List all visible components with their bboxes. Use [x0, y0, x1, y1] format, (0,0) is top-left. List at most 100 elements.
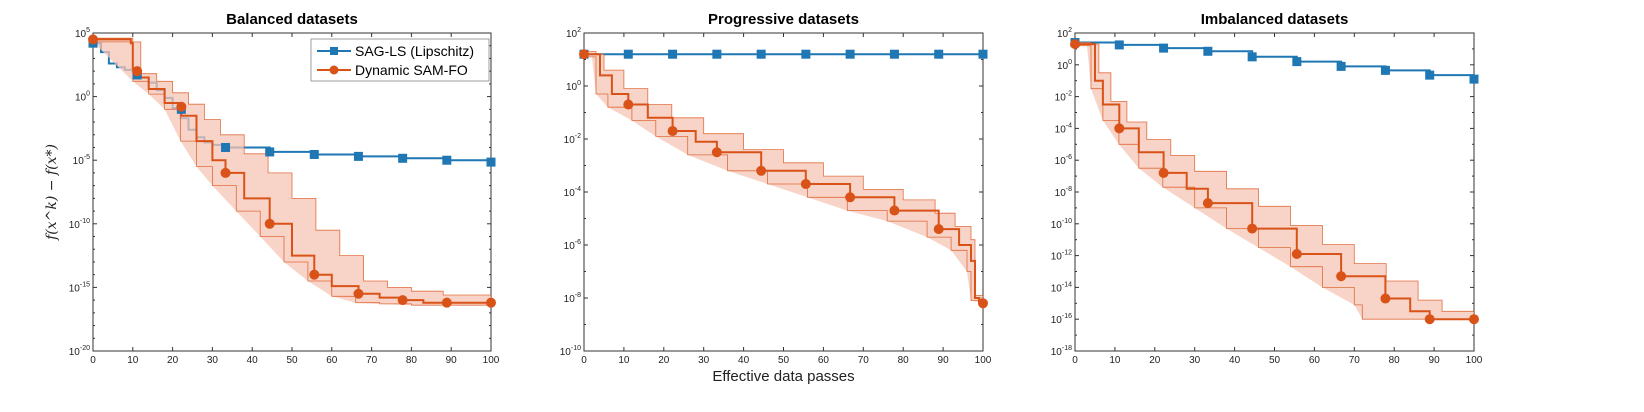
y-axis-label: f(x^k) − f(x*): [44, 144, 60, 241]
y-tick-label: 102: [566, 27, 581, 40]
y-axis-label-group: f(x^k) − f(x*): [44, 144, 60, 241]
data-point-circle: [397, 295, 408, 306]
data-point-square: [1292, 57, 1302, 67]
x-tick-label: 0: [1072, 355, 1078, 366]
confidence-band-2: [1075, 42, 1474, 320]
x-tick-label: 0: [581, 355, 587, 366]
data-point-circle: [88, 34, 98, 45]
data-point-circle: [933, 224, 944, 235]
data-point-circle: [711, 147, 722, 158]
y-tick-label: 10-10: [69, 218, 90, 231]
y-tick-label: 10-5: [73, 154, 90, 167]
data-point-square: [1114, 40, 1124, 50]
data-point-square: [845, 49, 855, 59]
y-tick-label: 100: [1057, 59, 1072, 72]
x-tick-label: 10: [618, 355, 630, 366]
y-tick-label: 10-8: [564, 292, 581, 305]
x-tick-label: 70: [1349, 355, 1361, 366]
data-point-square: [221, 142, 231, 152]
x-tick-label: 20: [658, 355, 670, 366]
x-tick-label: 30: [1189, 355, 1201, 366]
x-tick-label: 0: [90, 355, 96, 366]
data-point-square: [978, 49, 988, 59]
data-point-circle: [1158, 167, 1169, 178]
x-tick-label: 50: [286, 355, 298, 366]
chart-title: Imbalanced datasets: [1201, 11, 1349, 28]
band-lower-edge: [93, 41, 491, 306]
x-tick-label: 50: [778, 355, 790, 366]
data-point-circle: [1424, 314, 1435, 325]
data-point-circle: [667, 126, 678, 137]
data-point-square: [623, 49, 633, 59]
data-point-circle: [1291, 249, 1302, 260]
data-point-square: [309, 149, 319, 159]
x-tick-label: 30: [207, 355, 219, 366]
x-tick-label: 100: [975, 355, 992, 366]
data-point-circle: [1247, 223, 1258, 234]
data-point-square: [668, 49, 678, 59]
chart-panel-3: Imbalanced datasets 0 10 20 30 40 50 60 70 80 90 10…: [1051, 11, 1483, 366]
legend-marker-square: [330, 47, 338, 55]
data-point-square: [1203, 46, 1213, 56]
x-tick-label: 40: [1229, 355, 1241, 366]
chart-title: Progressive datasets: [708, 11, 859, 28]
data-point-square: [442, 155, 452, 165]
legend: SAG-LS (Lipschitz) Dynamic SAM-FO: [310, 38, 490, 82]
x-tick-label: 70: [366, 355, 378, 366]
x-tick-label: 70: [858, 355, 870, 366]
data-point-circle: [264, 218, 275, 229]
x-tick-label: 80: [1389, 355, 1401, 366]
data-point-square: [1380, 65, 1390, 75]
y-tick-label: 10-20: [69, 345, 90, 358]
data-point-square: [712, 49, 722, 59]
x-tick-label: 80: [898, 355, 910, 366]
legend-box: [310, 38, 490, 82]
data-point-square: [398, 153, 408, 163]
data-point-square: [1425, 70, 1435, 80]
data-point-square: [486, 157, 496, 167]
x-tick-label: 60: [1309, 355, 1321, 366]
plot-marks: [1075, 41, 1474, 321]
y-tick-label: 10-16: [1051, 313, 1072, 326]
x-tick-label: 100: [1466, 355, 1483, 366]
data-point-circle: [579, 49, 589, 60]
chart-title: Balanced datasets: [226, 11, 358, 28]
y-tick-label: 100: [566, 80, 581, 93]
series-line-2: [1075, 43, 1474, 321]
y-tick-label: 102: [1057, 27, 1072, 40]
x-tick-label: 10: [127, 355, 139, 366]
y-tick-label: 100: [75, 91, 90, 104]
y-tick-label: 10-4: [1055, 122, 1072, 135]
y-tick-label: 10-10: [560, 345, 581, 358]
x-tick-label: 90: [1429, 355, 1441, 366]
x-tick-label: 40: [738, 355, 750, 366]
y-tick-label: 10-14: [1051, 281, 1072, 294]
y-tick-label: 10-6: [1055, 154, 1072, 167]
y-tick-label: 10-10: [1051, 218, 1072, 231]
x-tick-label: 60: [818, 355, 830, 366]
data-point-square: [934, 49, 944, 59]
x-tick-label: 80: [406, 355, 418, 366]
data-point-circle: [220, 167, 231, 178]
x-tick-label: 90: [938, 355, 950, 366]
data-point-circle: [176, 101, 187, 112]
plot-area: [583, 32, 984, 352]
y-tick-label: 10-8: [1055, 186, 1072, 199]
data-point-square: [1247, 52, 1257, 62]
band-lower-edge: [584, 56, 983, 304]
data-point-circle: [1336, 271, 1347, 282]
data-point-circle: [756, 165, 767, 176]
x-tick-label: 40: [247, 355, 259, 366]
chart-panel-1: Balanced datasets 0 10 20 30 40 50 60 70 80 90 100 1…: [44, 11, 500, 366]
confidence-band-2: [584, 51, 983, 304]
data-point-circle: [623, 99, 634, 110]
data-point-circle: [800, 179, 811, 190]
x-tick-label: 30: [698, 355, 710, 366]
data-point-circle: [132, 66, 143, 77]
legend-entry-label: Dynamic SAM-FO: [355, 62, 468, 78]
chart-panel-2: Progressive datasets 0 10 20 30 40 50 60 70 80 90 1…: [560, 11, 992, 385]
data-point-circle: [309, 269, 320, 280]
x-tick-label: 10: [1109, 355, 1121, 366]
data-point-circle: [486, 297, 496, 308]
